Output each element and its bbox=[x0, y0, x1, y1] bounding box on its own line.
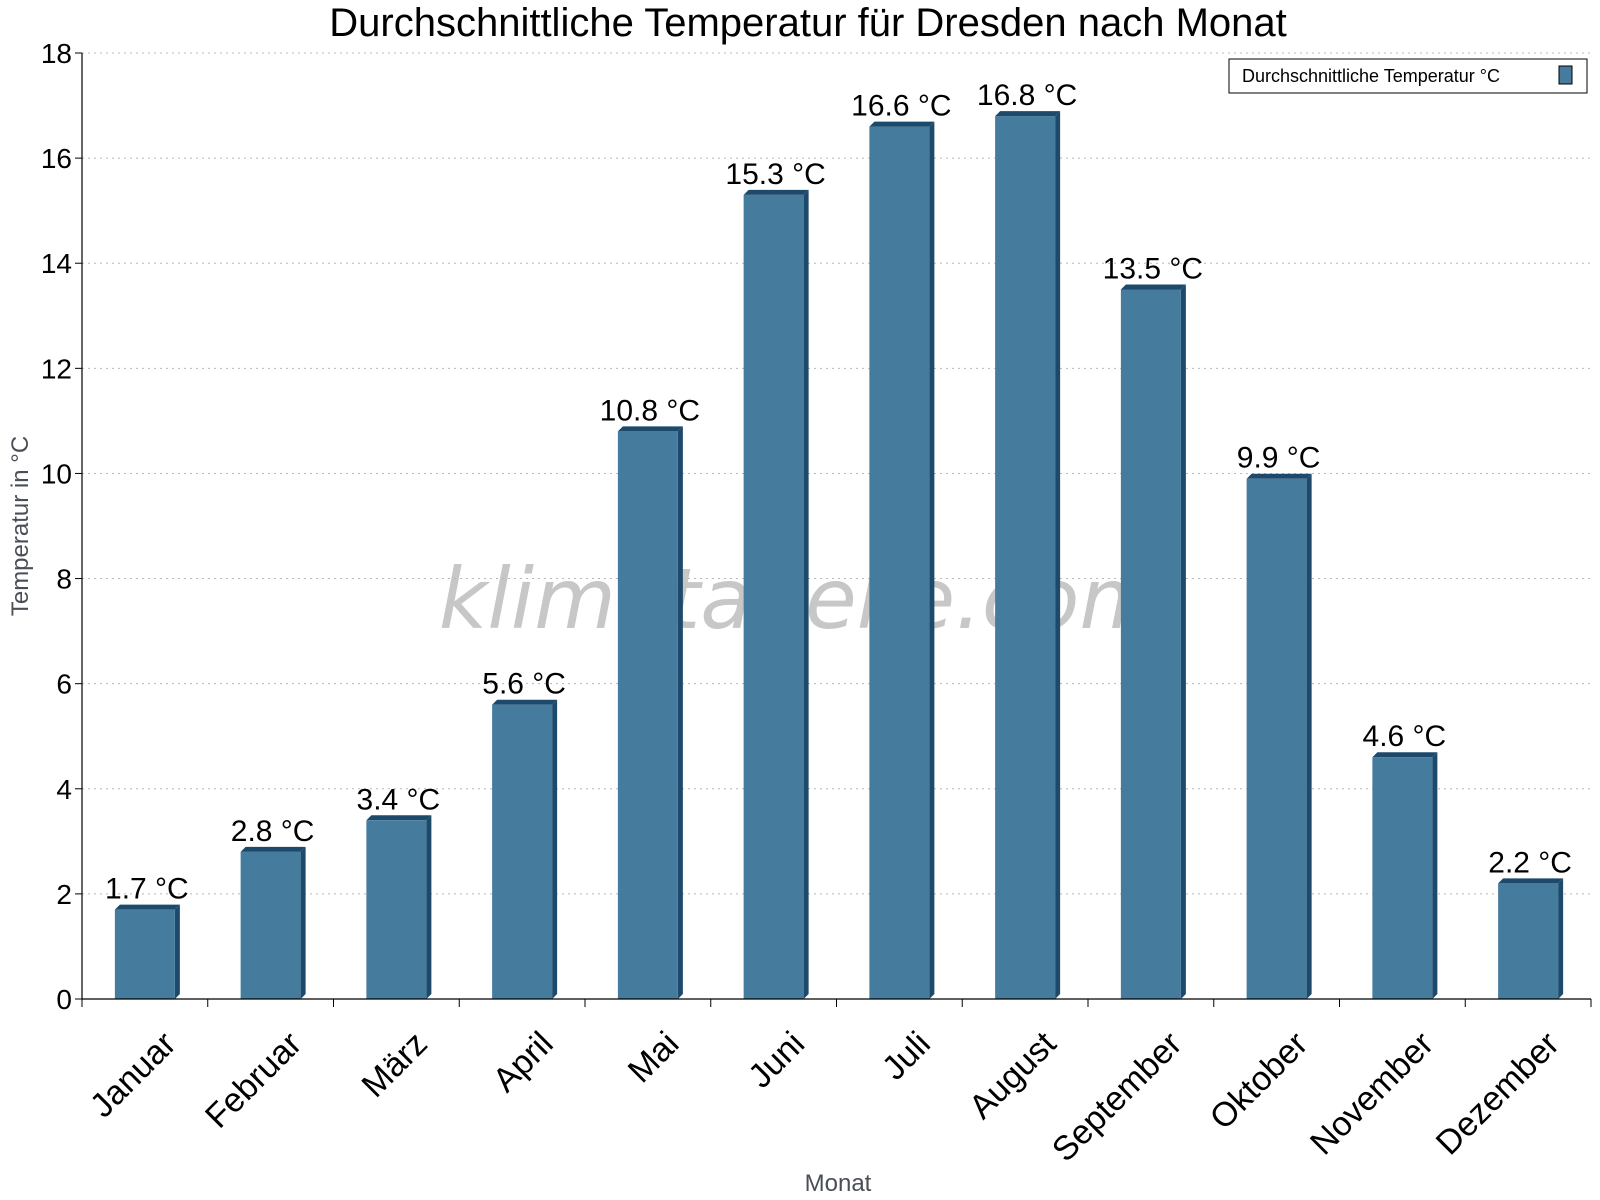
y-tick-label: 14 bbox=[41, 248, 72, 279]
bar-top bbox=[492, 699, 558, 705]
bar bbox=[1120, 284, 1186, 999]
y-tick-label: 0 bbox=[56, 984, 72, 1015]
bar-top bbox=[869, 121, 935, 127]
x-tick-label: November bbox=[1303, 1025, 1441, 1163]
bar-top bbox=[995, 111, 1061, 117]
bar bbox=[492, 699, 558, 999]
x-tick-label: Mai bbox=[621, 1025, 687, 1091]
bar-side bbox=[1432, 752, 1438, 999]
bar-side bbox=[929, 121, 935, 1000]
data-label: 16.6 °C bbox=[851, 90, 951, 123]
x-tick-label: September bbox=[1045, 1025, 1189, 1169]
x-tick-label: Januar bbox=[83, 1025, 183, 1125]
bar-side bbox=[1055, 111, 1061, 1000]
bar-series bbox=[114, 111, 1564, 1000]
bar-side bbox=[426, 815, 432, 999]
bar-front bbox=[114, 909, 175, 999]
bar bbox=[743, 189, 809, 999]
x-tick-label: Juni bbox=[741, 1025, 812, 1096]
bar-front bbox=[995, 116, 1056, 1000]
bar-top bbox=[1246, 473, 1312, 479]
x-tick-label: August bbox=[962, 1024, 1064, 1126]
axes bbox=[81, 53, 1591, 1000]
x-axis-ticks: Januar Februar März April Mai Juni Juli AugustS… bbox=[81, 999, 1592, 1169]
bar bbox=[1498, 878, 1564, 999]
y-tick-label: 2 bbox=[56, 879, 72, 910]
bar-top bbox=[1120, 284, 1186, 290]
bar-side bbox=[677, 426, 683, 999]
bar-front bbox=[240, 851, 301, 999]
bar-front bbox=[1372, 757, 1433, 999]
bar bbox=[1246, 473, 1312, 999]
bar-top bbox=[366, 815, 432, 821]
x-tick-label: Dezember bbox=[1429, 1025, 1567, 1163]
data-label: 10.8 °C bbox=[600, 394, 700, 427]
x-tick-label: April bbox=[486, 1025, 561, 1100]
bar bbox=[240, 846, 306, 999]
bar-side bbox=[1558, 878, 1564, 999]
data-label: 4.6 °C bbox=[1363, 720, 1447, 753]
bar-front bbox=[1246, 478, 1307, 999]
bar bbox=[114, 904, 180, 999]
bar bbox=[617, 426, 683, 999]
y-tick-label: 10 bbox=[41, 458, 72, 489]
bar-side bbox=[1180, 284, 1186, 999]
bar-top bbox=[1372, 752, 1438, 758]
bar-front bbox=[617, 431, 678, 999]
bar-side bbox=[300, 846, 306, 999]
legend: Durchschnittliche Temperatur °C bbox=[1228, 58, 1588, 94]
y-tick-label: 8 bbox=[56, 564, 72, 595]
bar-front bbox=[492, 704, 553, 999]
bar-top bbox=[114, 904, 180, 910]
data-label: 5.6 °C bbox=[482, 668, 566, 701]
bar-top bbox=[240, 846, 306, 852]
y-tick-label: 12 bbox=[41, 353, 72, 384]
bar-front bbox=[366, 820, 427, 999]
legend-swatch bbox=[1558, 65, 1573, 85]
x-tick-label: Oktober bbox=[1203, 1025, 1315, 1137]
x-tick-label: März bbox=[355, 1025, 435, 1105]
y-tick-label: 4 bbox=[56, 774, 72, 805]
bar-top bbox=[1498, 878, 1564, 884]
bar-top bbox=[743, 189, 809, 195]
data-labels: 1.7 °C 2.8 °C 3.4 °C 5.6 °C 10.8 °C 15.3 °C 16… bbox=[105, 79, 1572, 906]
legend-label: Durchschnittliche Temperatur °C bbox=[1242, 66, 1500, 86]
bar-front bbox=[1498, 883, 1559, 999]
bar-front bbox=[743, 194, 804, 999]
x-tick-label: Juli bbox=[875, 1025, 938, 1088]
bar bbox=[366, 815, 432, 999]
y-tick-label: 18 bbox=[41, 38, 72, 69]
legend-box bbox=[1228, 58, 1588, 94]
bar-top bbox=[617, 426, 683, 432]
bar bbox=[995, 111, 1061, 1000]
bar-side bbox=[174, 904, 180, 999]
data-label: 3.4 °C bbox=[357, 783, 441, 816]
bar-front bbox=[1120, 289, 1181, 999]
y-tick-label: 6 bbox=[56, 669, 72, 700]
gridlines bbox=[82, 52, 1591, 895]
y-axis-ticks: 0 2 4 6 8 10 12 14 16 18 bbox=[41, 38, 82, 1015]
chart-title: Durchschnittliche Temperatur für Dresden… bbox=[329, 1, 1287, 45]
bar-side bbox=[552, 699, 558, 999]
x-axis-label: Monat bbox=[805, 1170, 872, 1197]
data-label: 2.2 °C bbox=[1488, 846, 1572, 879]
bar bbox=[1372, 752, 1438, 999]
y-axis-label: Temperatur in °C bbox=[7, 436, 34, 616]
bar-side bbox=[1306, 473, 1312, 999]
data-label: 2.8 °C bbox=[231, 815, 315, 848]
bar-side bbox=[803, 189, 809, 999]
data-label: 1.7 °C bbox=[105, 873, 189, 906]
data-label: 16.8 °C bbox=[977, 79, 1077, 112]
x-tick-label: Februar bbox=[198, 1025, 309, 1136]
y-tick-label: 16 bbox=[41, 143, 72, 174]
data-label: 13.5 °C bbox=[1103, 253, 1203, 286]
bar bbox=[869, 121, 935, 1000]
bar-front bbox=[869, 126, 930, 1000]
data-label: 15.3 °C bbox=[725, 158, 825, 191]
data-label: 9.9 °C bbox=[1237, 442, 1321, 475]
